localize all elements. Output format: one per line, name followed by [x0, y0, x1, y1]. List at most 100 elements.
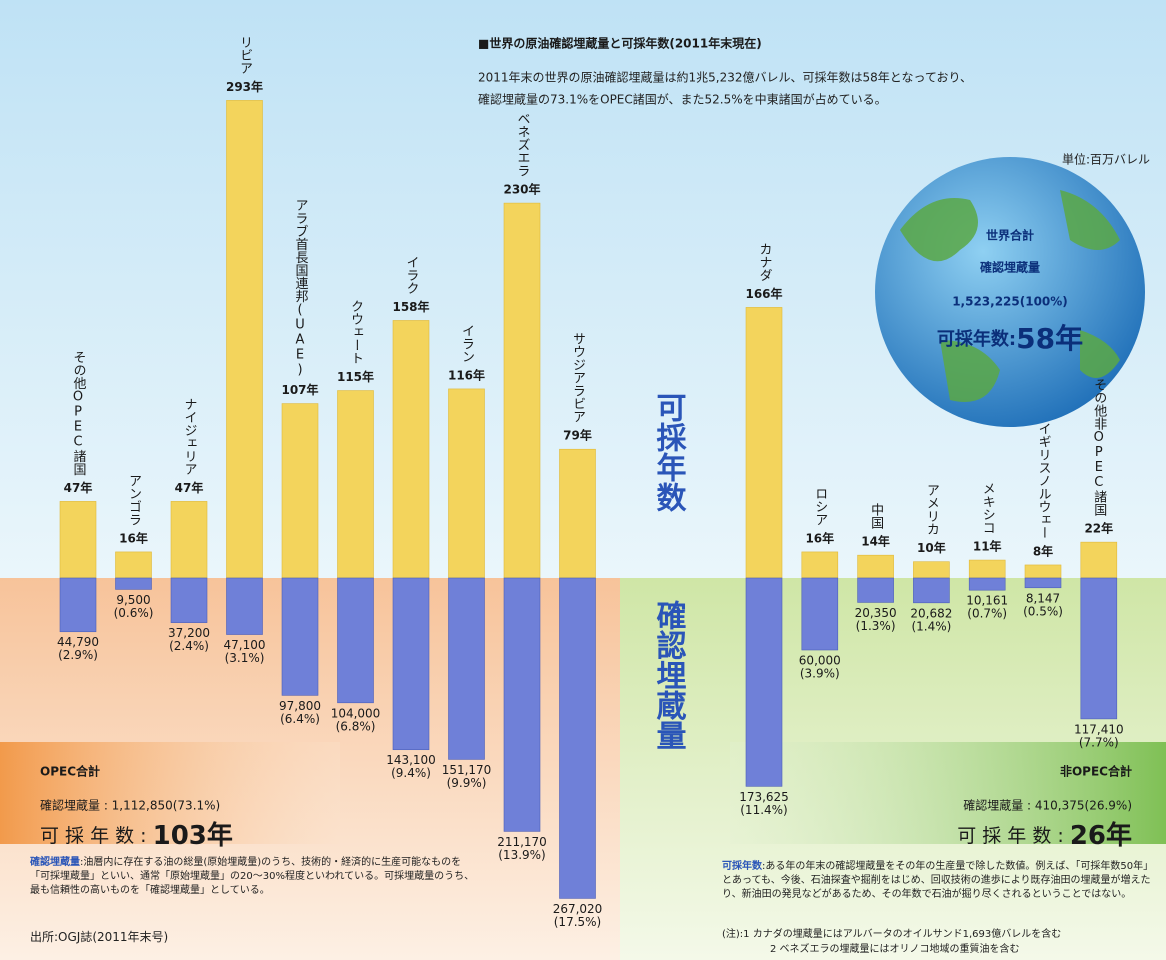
unit: 単位:百万バレル — [1062, 152, 1150, 167]
years-bar — [745, 307, 783, 579]
opec-years-label: 可 採 年 数 : — [40, 825, 153, 847]
share-label: (9.4%) — [391, 766, 431, 780]
reserves-bar — [913, 577, 950, 604]
reserves-label: 9,500 — [116, 593, 150, 607]
years-bar — [226, 100, 263, 579]
share-label: (3.1%) — [225, 651, 265, 665]
years-bar — [115, 551, 152, 579]
years-bar — [968, 559, 1006, 579]
category-label: ロシア — [812, 487, 827, 526]
years-bar — [857, 554, 894, 579]
category-label: カナダ — [757, 242, 772, 281]
share-label: (0.5%) — [1023, 604, 1063, 618]
reserves-bar — [337, 577, 374, 704]
share-label: (6.8%) — [336, 719, 376, 733]
years-term: 可採年数 — [722, 861, 762, 872]
reserves-bar — [745, 577, 783, 787]
reserves-label: 267,020 — [553, 902, 603, 916]
category-label: その他OPEC諸国 — [71, 350, 87, 475]
share-label: (1.4%) — [911, 619, 951, 633]
share-label: (6.4%) — [280, 712, 320, 726]
reserves-label: 143,100 — [386, 753, 436, 767]
years-label: 115年 — [337, 369, 374, 384]
years-label: 166年 — [745, 286, 782, 301]
share-label: (2.9%) — [58, 648, 98, 662]
world-years-label: 可採年数: — [937, 328, 1016, 350]
category-label: 中国 — [868, 503, 883, 529]
share-label: (3.9%) — [800, 667, 840, 681]
reserves-bar — [170, 577, 208, 623]
share-label: (1.3%) — [856, 619, 896, 633]
world-years: 58年 — [1016, 322, 1083, 355]
opec-title: OPEC合計 — [40, 764, 100, 779]
reserves-label: 173,625 — [739, 790, 789, 804]
category-label: アメリカ — [924, 484, 939, 536]
reserves-label: 211,170 — [497, 835, 547, 849]
category-label: ベネズエラ — [515, 112, 531, 177]
category-label: メキシコ — [980, 482, 995, 534]
years-bar — [1024, 564, 1062, 579]
years-bar — [337, 390, 374, 579]
category-label: その他非OPEC諸国 — [1091, 378, 1107, 516]
share-label: (17.5%) — [554, 915, 601, 929]
years-bar — [503, 202, 541, 579]
years-bar — [448, 388, 485, 579]
reserves-label: 151,170 — [442, 763, 492, 777]
note-1: (注):1 カナダの埋蔵量にはアルバータのオイルサンド1,693億バレルを含む — [722, 929, 1062, 940]
share-label: (13.9%) — [498, 848, 545, 862]
share-label: (0.7%) — [967, 607, 1007, 621]
reserves-bar — [857, 577, 894, 603]
reserves-note: 確認埋蔵量:油層内に存在する油の総量(原始埋蔵量)のうち、技術的・経済的に生産可… — [30, 856, 480, 898]
opec-years: 103年 — [153, 820, 233, 851]
years-bar — [392, 320, 430, 579]
years-label: 22年 — [1084, 521, 1113, 536]
years-label: 8年 — [1033, 543, 1053, 558]
years-bar — [281, 403, 319, 579]
note-2: 2 ベネズエラの埋蔵量にはオリノコ地域の重質油を含む — [770, 944, 1020, 955]
years-note: 可採年数:ある年の年末の確認埋蔵量をその年の生産量で除した数値。例えば、「可採年… — [722, 860, 1152, 902]
category-label: アンゴラ — [126, 474, 141, 526]
subtitle: 確認埋蔵量の73.1%をOPEC諸国が、また52.5%を中東諸国が占めている。 — [478, 92, 887, 107]
reserves-label: 8,147 — [1026, 591, 1060, 605]
reserves-text: :油層内に存在する油の総量(原始埋蔵量)のうち、技術的・経済的に生産可能なものを… — [30, 857, 475, 896]
reserves-label: 60,000 — [799, 654, 841, 668]
reserves-label: 10,161 — [966, 594, 1008, 608]
reserves-bar — [801, 577, 839, 651]
category-label: リビア — [237, 35, 252, 74]
reserves-bar — [1024, 577, 1062, 589]
reserves-label: 104,000 — [331, 706, 381, 720]
years-bar — [913, 561, 950, 579]
reserves-label: 20,682 — [910, 606, 952, 620]
category-label: イラク — [404, 255, 419, 294]
reserves-label: 117,410 — [1074, 722, 1124, 736]
years-bar — [1080, 541, 1118, 579]
reserves-bar — [448, 577, 485, 760]
category-label: イラン — [459, 324, 474, 363]
years-label: 10年 — [917, 540, 946, 555]
reserves-bar — [59, 577, 97, 633]
subtitle: 2011年末の世界の原油確認埋蔵量は約1兆5,232億バレル、可採年数は58年と… — [478, 70, 972, 85]
years-label: 47年 — [175, 480, 204, 495]
share-label: (7.7%) — [1079, 735, 1119, 749]
category-label: サウジアラビア — [570, 332, 585, 423]
share-label: (9.9%) — [447, 776, 487, 790]
reserves-label: 97,800 — [279, 699, 321, 713]
reserves-bar — [115, 577, 152, 590]
world-reserves: 1,523,225(100%) — [952, 295, 1068, 309]
non-opec-title: 非OPEC合計 — [1060, 764, 1132, 779]
reserves-label: 47,100 — [224, 638, 266, 652]
reserves-bar — [281, 577, 319, 696]
category-label: アラブ首長国連邦(UAE) — [293, 199, 309, 378]
years-label: 293年 — [226, 79, 263, 94]
share-label: (0.6%) — [114, 606, 154, 620]
non-opec-reserves: 確認埋蔵量 : 410,375(26.9%) — [963, 798, 1132, 813]
reserves-bar — [1080, 577, 1118, 720]
years-label: 116年 — [448, 367, 485, 382]
years-label: 79年 — [563, 428, 592, 443]
years-label: 14年 — [861, 534, 890, 549]
non-opec-years: 26年 — [1070, 820, 1132, 851]
non-opec-years-label: 可 採 年 数 : — [957, 825, 1070, 847]
years-text: :ある年の年末の確認埋蔵量をその年の生産量で除した数値。例えば、「可採年数50年… — [722, 861, 1151, 900]
reserves-bar — [226, 577, 263, 635]
